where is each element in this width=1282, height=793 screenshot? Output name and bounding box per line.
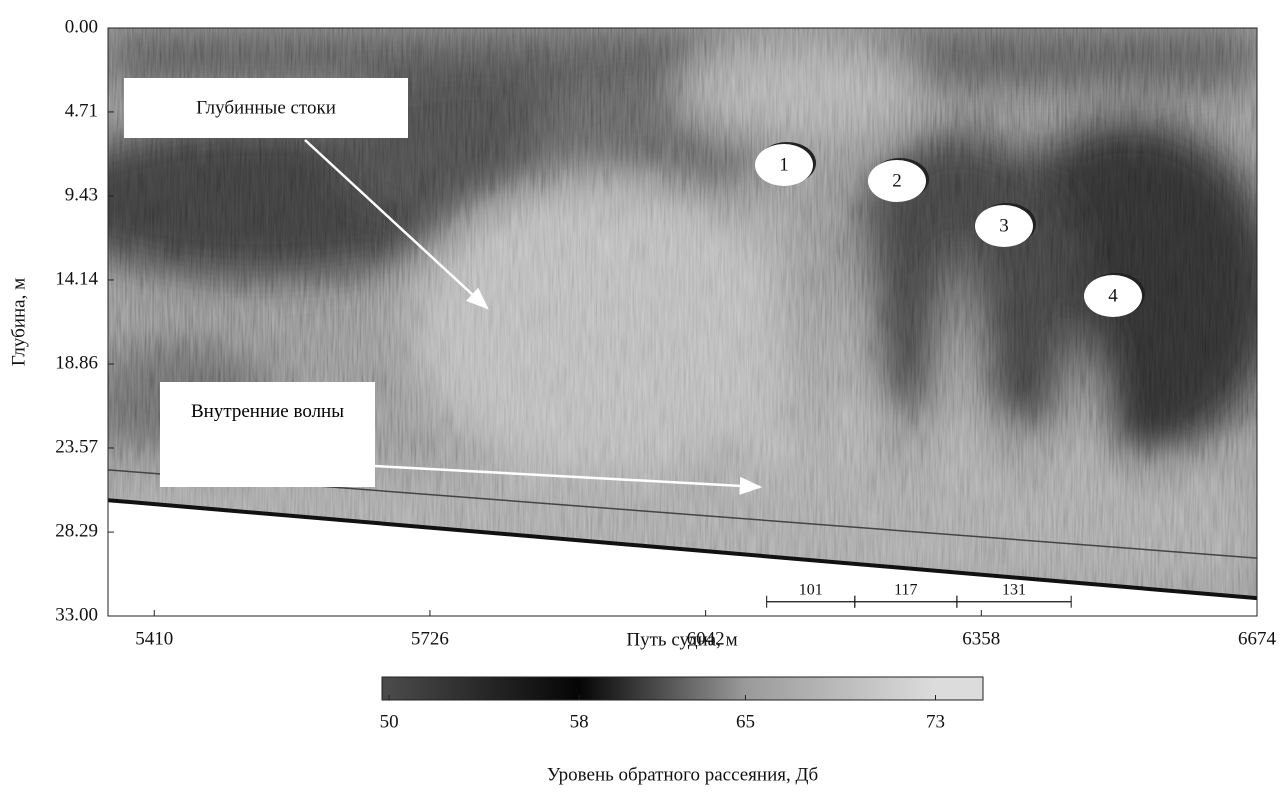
y-tick-label: 18.86 (55, 352, 98, 373)
x-tick-label: 5410 (135, 628, 173, 649)
marker-label: 4 (1108, 285, 1118, 306)
scale-bar-label: 101 (799, 581, 823, 598)
annotation-wrap: Внутренние волны (165, 400, 370, 470)
y-tick-label: 14.14 (55, 268, 98, 289)
colorbar-tick-label: 73 (926, 711, 945, 732)
marker-label: 3 (999, 215, 1009, 236)
y-axis-label: Глубина, м (8, 278, 29, 366)
colorbar-tick-label: 65 (736, 711, 755, 732)
x-tick-label: 6358 (962, 628, 1000, 649)
chart: 541057266042635866740.004.719.4314.1418.… (0, 0, 1282, 793)
scale-bar-label: 117 (894, 581, 917, 598)
y-tick-label: 23.57 (55, 436, 98, 457)
x-tick-label: 5726 (411, 628, 449, 649)
marker-label: 2 (892, 170, 902, 191)
colorbar-bar (382, 677, 983, 700)
x-axis-label: Путь судна, м (626, 629, 737, 650)
colorbar-tick-label: 50 (380, 711, 399, 732)
annotation: Внутренние волны (165, 400, 370, 424)
y-tick-label: 9.43 (65, 184, 98, 205)
y-tick-label: 4.71 (65, 100, 98, 121)
colorbar-label: Уровень обратного рассеяния, Дб (547, 764, 818, 785)
scale-bar-label: 131 (1002, 581, 1026, 598)
y-tick-label: 33.00 (55, 604, 98, 625)
y-tick-label: 28.29 (55, 520, 98, 541)
marker-label: 1 (779, 154, 789, 175)
y-tick-label: 0.00 (65, 16, 98, 37)
annotation: Глубинные стоки (196, 97, 336, 118)
x-tick-label: 6674 (1238, 628, 1277, 649)
colorbar-tick-label: 58 (570, 711, 589, 732)
colorbar: 50 58 65 73 Уровень обратного рассеяния, Дб (380, 677, 983, 785)
